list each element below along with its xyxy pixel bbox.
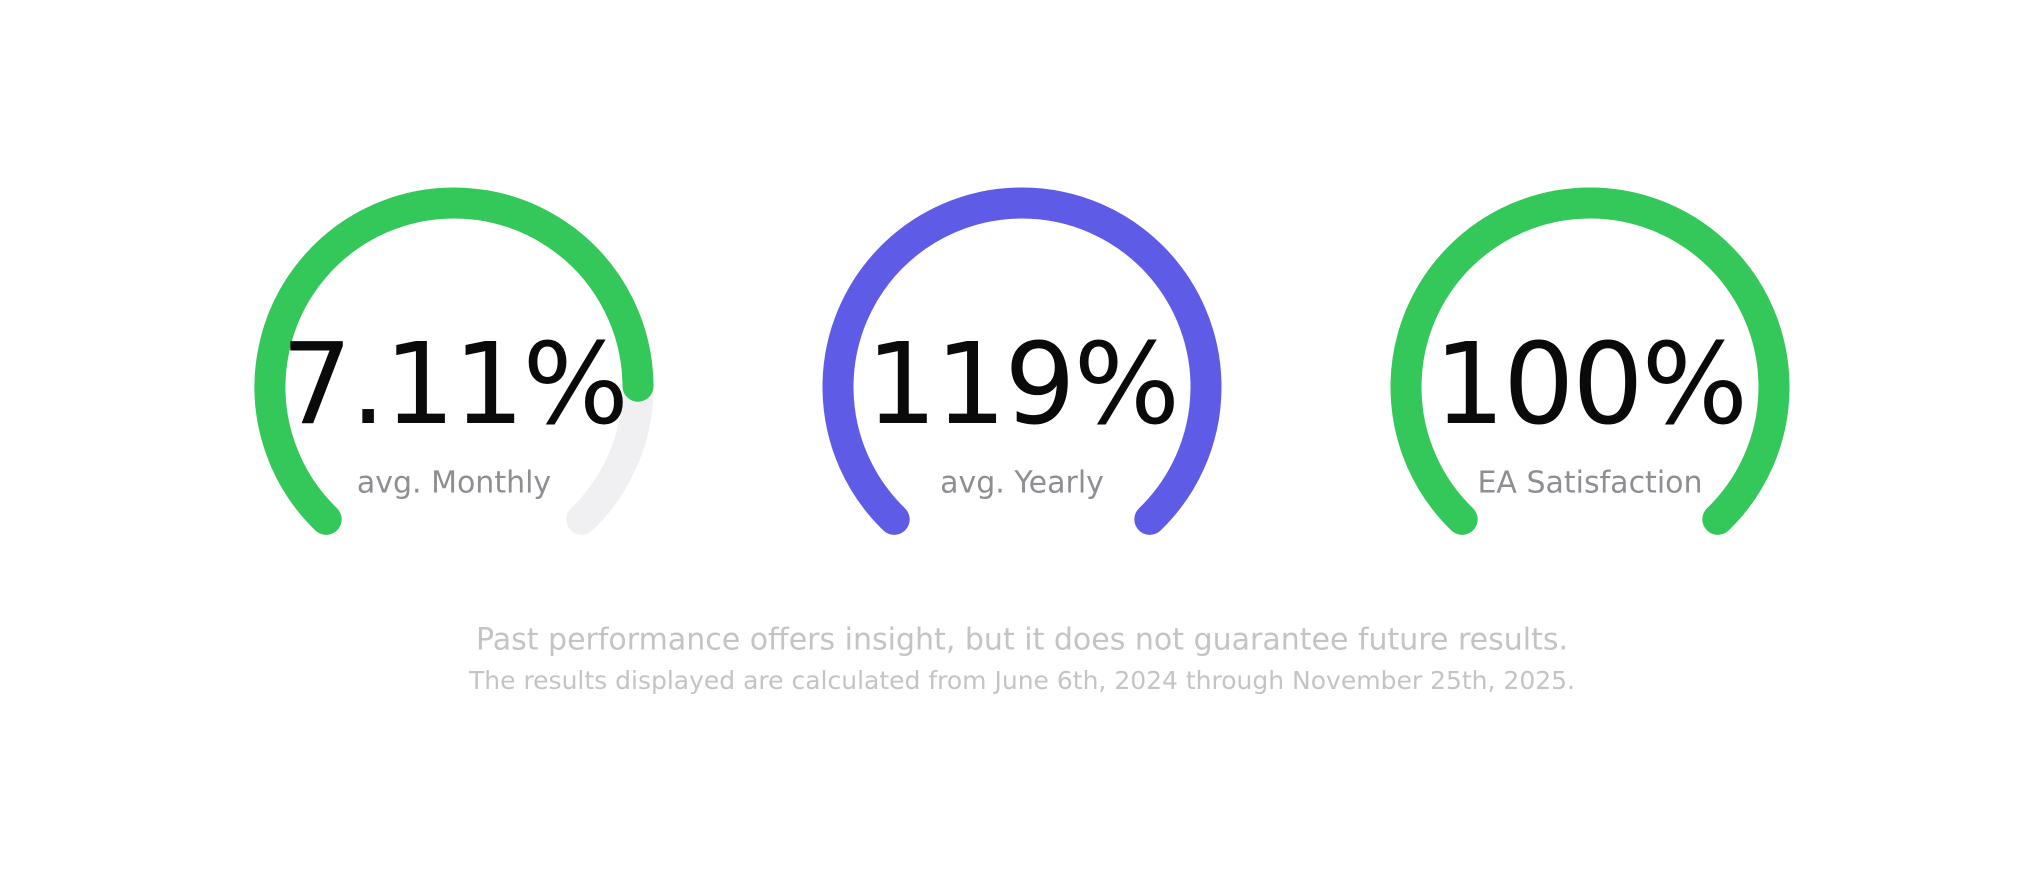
gauge-fill [822, 187, 1222, 535]
gauge-value: 119% [866, 320, 1178, 450]
gauge-fill [254, 187, 654, 535]
gauge-label: EA Satisfaction [1477, 466, 1702, 501]
gauge-label: avg. Monthly [357, 466, 551, 501]
gauge-value: 7.11% [281, 320, 627, 450]
disclaimer: Past performance offers insight, but it … [476, 623, 1568, 658]
gauge-value: 100% [1434, 320, 1746, 450]
gauge-fill [1390, 187, 1790, 535]
gauge-label: avg. Yearly [940, 466, 1104, 501]
date-range: The results displayed are calculated fro… [468, 666, 1575, 695]
